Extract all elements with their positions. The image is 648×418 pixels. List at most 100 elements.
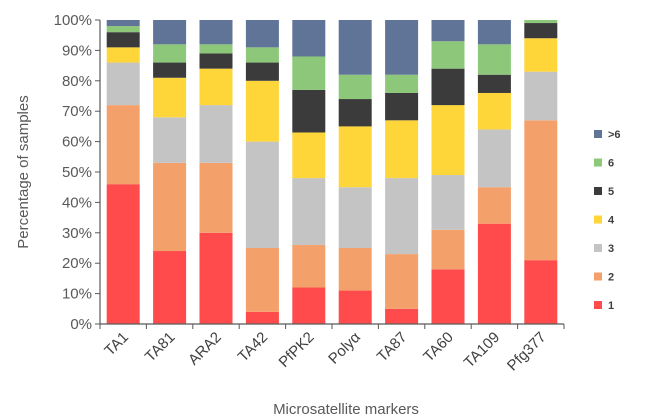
bar-segment-1-4 (245, 311, 279, 324)
x-axis-title: Microsatellite markers (273, 401, 419, 418)
legend-swatch (594, 158, 602, 167)
bar-segment-6-5 (292, 56, 326, 90)
bar-segment-3-4 (245, 141, 279, 248)
bar-segment-2-4 (245, 248, 279, 312)
y-tick-labels: 0% 10% 20% 30% 40% 50% 60% 70% 80% 90% 100% (54, 12, 92, 333)
bar-segment-3-8 (431, 175, 465, 230)
bar-segment-7-2 (153, 20, 187, 45)
bar-segment-1-7 (385, 308, 419, 324)
y-tick-label: 90% (62, 42, 92, 59)
legend-label: 4 (608, 215, 615, 227)
y-tick-label: 80% (62, 73, 92, 90)
bar-segment-3-3 (199, 105, 233, 163)
bar-segment-2-2 (153, 162, 187, 252)
x-tick-label: Polyα (325, 329, 364, 368)
bar-segment-7-5 (292, 20, 326, 57)
legend-label: 2 (608, 272, 614, 284)
bar-segment-1-9 (477, 223, 511, 324)
bar-segment-4-10 (524, 38, 558, 72)
bar-segment-6-6 (338, 74, 372, 100)
bar-segment-7-4 (245, 20, 279, 48)
bars-layer (106, 20, 558, 324)
bar-segment-1-3 (199, 232, 233, 324)
bar-segment-5-10 (524, 23, 558, 39)
x-tick-label: PfPK2 (276, 329, 318, 371)
bar-segment-2-1 (106, 105, 140, 185)
bar-segment-1-6 (338, 290, 372, 324)
bar-segment-3-10 (524, 71, 558, 121)
bar-segment-5-6 (338, 99, 372, 127)
bar-segment-5-4 (245, 62, 279, 81)
x-tick-label: TA109 (461, 329, 503, 371)
bar-segment-2-5 (292, 244, 326, 288)
legend-label: 1 (608, 300, 614, 312)
legend-label: 3 (608, 243, 614, 255)
bar-segment-2-6 (338, 248, 372, 291)
legend-label: 6 (608, 158, 614, 170)
x-tick-labels: TA1 TA81 ARA2 TA42 PfPK2 Polyα TA87 TA60 TA109 Pf… (101, 329, 549, 375)
bar-segment-5-3 (199, 53, 233, 69)
y-tick-label: 20% (62, 255, 92, 272)
bar-segment-6-8 (431, 41, 465, 69)
legend-swatch (594, 130, 602, 138)
bar-segment-4-2 (153, 77, 187, 118)
bar-segment-6-3 (199, 44, 233, 54)
bar-segment-1-8 (431, 269, 465, 324)
bar-segment-4-6 (338, 126, 372, 188)
legend-swatch (594, 301, 602, 309)
legend-swatch (594, 244, 602, 252)
bar-segment-4-7 (385, 120, 419, 179)
x-tick-label: TA42 (235, 329, 272, 366)
y-tick-label: 30% (62, 225, 92, 242)
bar-segment-4-5 (292, 132, 326, 179)
x-tick-label: TA60 (420, 329, 457, 366)
x-tick-label: TA1 (101, 329, 132, 360)
bar-segment-5-9 (477, 74, 511, 93)
x-tick-label: ARA2 (185, 329, 225, 369)
bar-segment-6-4 (245, 47, 279, 63)
bar-segment-3-9 (477, 129, 511, 188)
bar-segment-4-4 (245, 80, 279, 142)
bar-segment-6-2 (153, 44, 187, 63)
bar-segment-4-8 (431, 105, 465, 176)
bar-segment-3-1 (106, 62, 140, 106)
bar-segment-6-10 (524, 20, 558, 24)
bar-segment-3-6 (338, 187, 372, 248)
bar-segment-2-7 (385, 254, 419, 309)
bar-segment-7-1 (106, 20, 140, 27)
axes-layer (95, 19, 565, 329)
bar-segment-6-1 (106, 26, 140, 33)
bar-segment-7-3 (199, 20, 233, 45)
bar-segment-6-9 (477, 44, 511, 75)
bar-segment-7-6 (338, 20, 372, 75)
bar-segment-5-1 (106, 32, 140, 48)
y-tick-label: 40% (62, 194, 92, 211)
bar-segment-3-7 (385, 178, 419, 255)
bar-segment-3-5 (292, 178, 326, 245)
bar-segment-6-7 (385, 74, 419, 93)
bar-segment-1-10 (524, 260, 558, 324)
legend-swatch (594, 272, 602, 281)
bar-segment-7-8 (431, 20, 465, 42)
bar-segment-2-10 (524, 120, 558, 261)
y-tick-label: 60% (62, 134, 92, 151)
x-tick-label: Pfg377 (504, 329, 550, 375)
bar-segment-4-1 (106, 47, 140, 63)
bar-segment-5-5 (292, 89, 326, 133)
y-tick-label: 50% (62, 164, 92, 181)
x-tick-label: TA81 (142, 329, 179, 366)
legend: >6 6 5 4 3 2 1 (594, 129, 621, 312)
bar-segment-5-8 (431, 68, 465, 106)
bar-segment-2-9 (477, 187, 511, 224)
x-tick-label: TA87 (374, 329, 411, 366)
bar-segment-5-2 (153, 62, 187, 78)
bar-segment-2-8 (431, 229, 465, 270)
y-tick-label: 70% (62, 103, 92, 120)
bar-segment-3-2 (153, 117, 187, 163)
y-tick-label: 0% (70, 316, 92, 333)
legend-swatch (594, 215, 602, 224)
bar-segment-4-3 (199, 68, 233, 106)
bar-segment-4-9 (477, 92, 511, 130)
y-tick-label: 100% (54, 12, 92, 29)
